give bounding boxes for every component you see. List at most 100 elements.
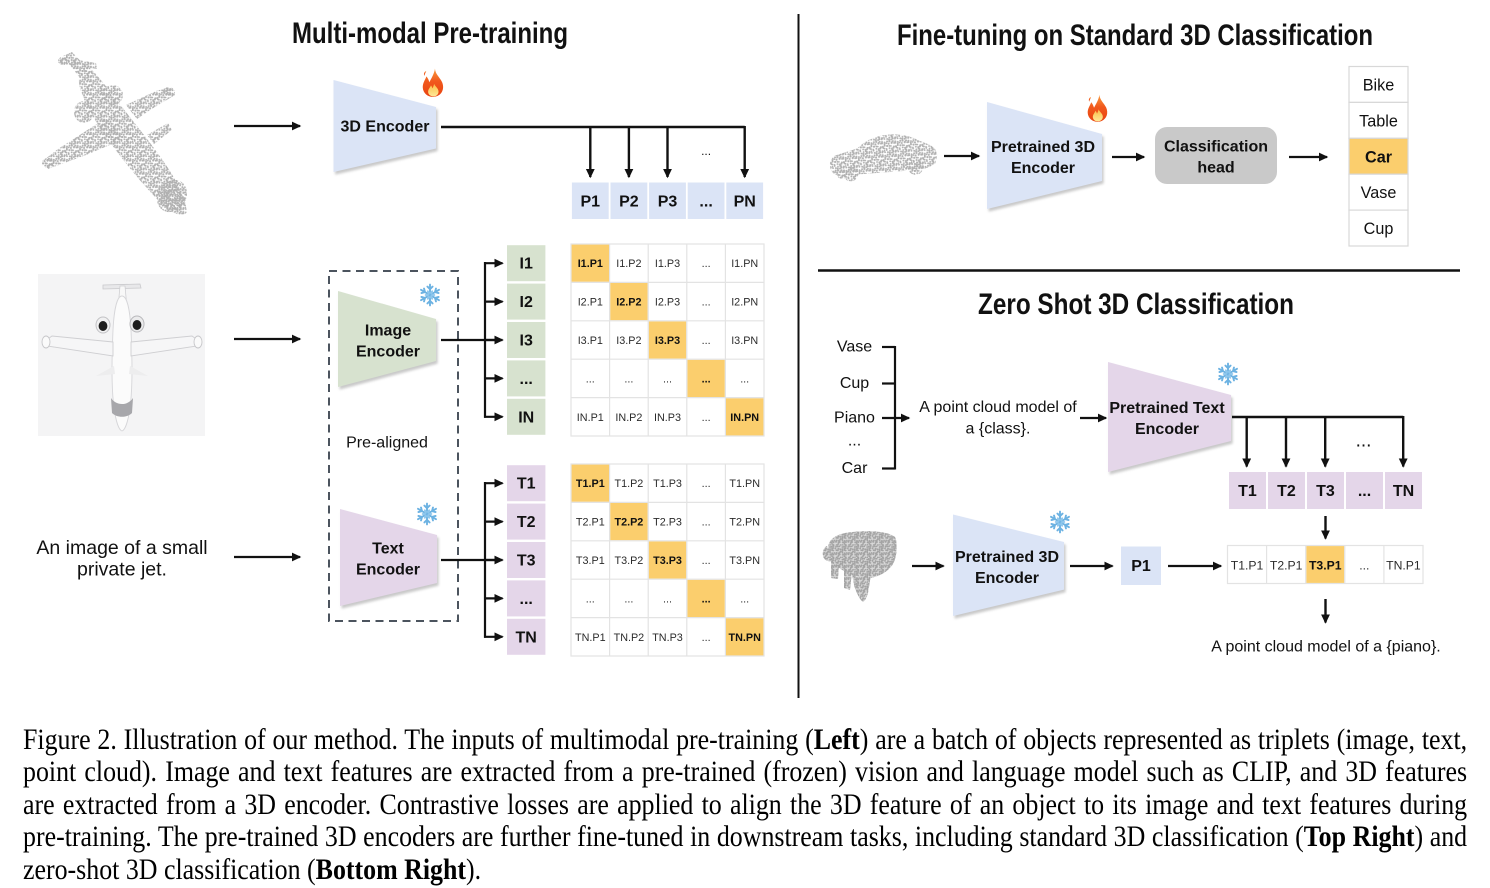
svg-text:I2.PN: I2.PN: [731, 297, 758, 309]
svg-text:...: ...: [740, 593, 749, 605]
svg-text:3D Encoder: 3D Encoder: [341, 119, 430, 136]
svg-text:IN.P3: IN.P3: [654, 412, 681, 424]
svg-text:P3: P3: [658, 193, 678, 210]
svg-text:...: ...: [586, 593, 595, 605]
svg-text:a {class}.: a {class}.: [966, 421, 1031, 438]
svg-text:Bike: Bike: [1363, 76, 1395, 94]
svg-text:T3.P2: T3.P2: [614, 555, 643, 567]
svg-text:I1.P2: I1.P2: [616, 258, 641, 270]
svg-text:...: ...: [701, 144, 711, 158]
svg-text:PN: PN: [734, 193, 756, 210]
svg-text:Car: Car: [842, 460, 868, 477]
svg-text:...: ...: [848, 433, 861, 450]
svg-text:Cup: Cup: [840, 375, 869, 392]
svg-text:T1.PN: T1.PN: [729, 478, 760, 490]
svg-text:A point cloud model of: A point cloud model of: [919, 399, 1077, 416]
svg-text:...: ...: [702, 258, 711, 270]
svg-text:...: ...: [1356, 431, 1372, 452]
svg-text:Encoder: Encoder: [1011, 160, 1075, 177]
svg-text:A point cloud model of a {pian: A point cloud model of a {piano}.: [1211, 639, 1441, 656]
svg-text:...: ...: [1359, 559, 1369, 573]
svg-text:...: ...: [702, 517, 711, 529]
svg-text:T3: T3: [1316, 483, 1335, 500]
svg-text:Vase: Vase: [837, 339, 872, 356]
svg-text:T1: T1: [1238, 483, 1257, 500]
svg-text:Zero Shot 3D Classification: Zero Shot 3D Classification: [978, 288, 1294, 321]
svg-text:TN.P3: TN.P3: [652, 632, 683, 644]
svg-text:Cup: Cup: [1364, 220, 1394, 238]
svg-text:T3.PN: T3.PN: [729, 555, 760, 567]
svg-text:TN: TN: [516, 629, 537, 646]
svg-text:Table: Table: [1359, 112, 1398, 130]
svg-text:IN.P1: IN.P1: [577, 412, 604, 424]
svg-text:Multi-modal Pre-training: Multi-modal Pre-training: [292, 17, 568, 50]
svg-text:...: ...: [702, 555, 711, 567]
svg-text:I3.P2: I3.P2: [616, 335, 641, 347]
svg-text:I3.PN: I3.PN: [731, 335, 758, 347]
svg-text:head: head: [1197, 160, 1234, 177]
svg-text:Pre-aligned: Pre-aligned: [346, 435, 428, 452]
svg-text:T1.P3: T1.P3: [653, 478, 682, 490]
svg-text:...: ...: [702, 593, 711, 605]
svg-text:...: ...: [624, 593, 633, 605]
svg-text:...: ...: [702, 478, 711, 490]
svg-text:...: ...: [702, 412, 711, 424]
svg-text:P2: P2: [619, 193, 639, 210]
svg-text:...: ...: [740, 373, 749, 385]
svg-text:Encoder: Encoder: [356, 562, 420, 579]
svg-text:TN.P1: TN.P1: [575, 632, 606, 644]
svg-text:...: ...: [702, 335, 711, 347]
svg-text:IN.PN: IN.PN: [730, 412, 759, 424]
svg-text:...: ...: [624, 373, 633, 385]
svg-text:T2.P1: T2.P1: [576, 517, 605, 529]
svg-text:Fine-tuning on Standard 3D Cla: Fine-tuning on Standard 3D Classificatio…: [897, 19, 1373, 52]
svg-text:Vase: Vase: [1361, 184, 1397, 202]
svg-text:Image: Image: [365, 323, 411, 340]
svg-text:T1: T1: [517, 476, 536, 493]
svg-text:Encoder: Encoder: [975, 570, 1039, 587]
svg-text:An image of a small: An image of a small: [36, 537, 207, 559]
svg-text:T1.P1: T1.P1: [576, 478, 605, 490]
svg-text:TN.P2: TN.P2: [614, 632, 645, 644]
svg-text:TN: TN: [1393, 483, 1414, 500]
svg-text:T2: T2: [517, 514, 536, 531]
svg-text:T1.P1: T1.P1: [1231, 559, 1264, 573]
svg-text:T2.P1: T2.P1: [1270, 559, 1303, 573]
svg-text:TN.P1: TN.P1: [1386, 559, 1421, 573]
svg-text:IN: IN: [518, 409, 534, 426]
svg-text:T2.P3: T2.P3: [653, 517, 682, 529]
svg-text:Pretrained 3D: Pretrained 3D: [955, 549, 1059, 566]
svg-text:T3.P3: T3.P3: [653, 555, 682, 567]
svg-text:private jet.: private jet.: [77, 559, 167, 581]
svg-text:I3.P1: I3.P1: [578, 335, 603, 347]
svg-text:T2.P2: T2.P2: [614, 517, 643, 529]
svg-text:Text: Text: [372, 541, 404, 558]
svg-text:...: ...: [520, 591, 533, 608]
svg-text:I2: I2: [520, 294, 533, 311]
svg-text:P1: P1: [581, 193, 601, 210]
svg-text:...: ...: [702, 373, 711, 385]
svg-text:I3: I3: [520, 333, 533, 350]
svg-text:I3.P3: I3.P3: [655, 335, 680, 347]
svg-text:I1.P1: I1.P1: [578, 258, 603, 270]
svg-text:Piano: Piano: [834, 410, 875, 427]
svg-text:P1: P1: [1131, 558, 1151, 575]
svg-text:T3: T3: [517, 553, 536, 570]
svg-text:TN.PN: TN.PN: [728, 632, 761, 644]
svg-text:T3.P1: T3.P1: [1309, 559, 1342, 573]
svg-text:I1.PN: I1.PN: [731, 258, 758, 270]
svg-text:I2.P3: I2.P3: [655, 297, 680, 309]
svg-text:...: ...: [663, 373, 672, 385]
svg-text:T2.PN: T2.PN: [729, 517, 760, 529]
svg-text:Classification: Classification: [1164, 139, 1268, 156]
svg-text:...: ...: [663, 593, 672, 605]
svg-text:Pretrained Text: Pretrained Text: [1109, 400, 1225, 417]
svg-text:I2.P2: I2.P2: [616, 297, 641, 309]
svg-text:IN.P2: IN.P2: [615, 412, 642, 424]
svg-text:...: ...: [699, 193, 712, 210]
svg-text:...: ...: [520, 371, 533, 388]
svg-text:T3.P1: T3.P1: [576, 555, 605, 567]
svg-text:T2: T2: [1277, 483, 1296, 500]
svg-text:T1.P2: T1.P2: [614, 478, 643, 490]
svg-text:Pretrained 3D: Pretrained 3D: [991, 139, 1095, 156]
